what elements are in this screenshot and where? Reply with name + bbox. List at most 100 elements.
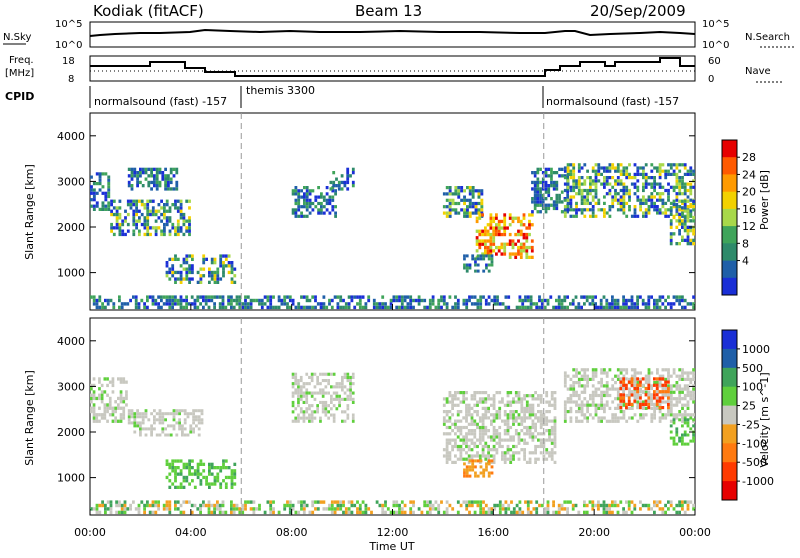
power-cell-region-6	[463, 195, 466, 199]
power-cell-region-1	[165, 199, 169, 203]
power-cell-region-2	[185, 257, 189, 261]
power-cell-region-12	[174, 295, 177, 299]
velocity-cell-region-4	[528, 406, 532, 410]
velocity-cell-region-0	[98, 419, 101, 423]
power-cell-region-11	[692, 219, 695, 223]
power-cell-region-10	[577, 163, 581, 167]
velocity-cell-region-9	[560, 503, 564, 508]
velocity-cell-region-9	[232, 507, 236, 511]
power-cell-region-3	[130, 184, 134, 188]
power-cell-region-1	[138, 232, 141, 237]
velocity-cell-region-3	[351, 400, 355, 404]
power-cell-region-10	[608, 188, 612, 193]
velocity-cell-region-4	[467, 410, 471, 414]
velocity-cell-region-2	[188, 462, 191, 466]
power-cell-region-3	[136, 180, 139, 185]
velocity-cell-region-9	[605, 507, 609, 511]
power-cell-region-12	[109, 298, 113, 303]
power-cell-region-12	[521, 302, 525, 306]
power-cell-region-10	[647, 205, 651, 209]
velocity-cell-region-7	[667, 386, 670, 391]
velocity-cell-region-1	[164, 427, 167, 431]
velocity-cell-region-6	[605, 374, 609, 378]
power-cell-region-10	[569, 195, 573, 199]
velocity-cell-region-7	[658, 396, 662, 400]
velocity-cell-region-2	[210, 482, 214, 486]
velocity-cell-region-4	[525, 425, 529, 430]
velocity-cell-region-4	[465, 435, 468, 439]
power-cell-region-12	[395, 295, 399, 299]
velocity-cell-region-3	[299, 407, 303, 411]
velocity-cell-region-2	[222, 466, 225, 470]
velocity-cell-region-6	[580, 374, 584, 378]
power-cell-region-12	[272, 295, 275, 299]
velocity-cell-region-1	[153, 409, 156, 413]
velocity-cell-region-6	[642, 416, 645, 420]
power-cell-region-10	[611, 185, 615, 189]
velocity-cell-region-9	[647, 507, 651, 511]
velocity-cell-region-9	[123, 510, 127, 515]
power-cell-region-12	[591, 295, 595, 299]
power-cell-region-10	[622, 172, 626, 176]
velocity-cell-region-9	[132, 500, 135, 504]
cpid-label: CPID	[5, 90, 34, 103]
power-cell-region-12	[398, 295, 401, 299]
velocity-cell-region-6	[600, 390, 603, 394]
power-cell-region-12	[347, 302, 351, 306]
velocity-cell-region-4	[492, 432, 496, 436]
power-cell-region-0	[98, 207, 102, 211]
velocity-cell-region-6	[603, 416, 606, 420]
velocity-cell-region-6	[619, 410, 623, 414]
velocity-cell-region-1	[192, 418, 195, 422]
power-cell-region-10	[569, 198, 573, 202]
power-cell-region-1	[126, 222, 130, 227]
power-cell-region-9	[533, 193, 537, 198]
power-cell-region-7	[478, 232, 482, 237]
power-cell-region-1	[135, 209, 138, 213]
power-cell-region-1	[146, 199, 150, 203]
power-cell-region-11	[669, 242, 673, 246]
power-cell-region-2	[199, 274, 203, 278]
velocity-cell-region-6	[692, 413, 695, 417]
power-cell-region-1	[115, 226, 119, 230]
power-colorbar-tick-label-2: 20	[742, 186, 756, 199]
velocity-data-cells	[90, 318, 695, 515]
power-cell-region-10	[692, 172, 695, 176]
velocity-cell-region-9	[207, 500, 211, 504]
power-cell-region-2	[219, 277, 223, 281]
power-cell-region-12	[196, 295, 200, 299]
power-cell-region-12	[112, 302, 116, 306]
velocity-cell-region-4	[487, 451, 490, 455]
velocity-cell-region-6	[600, 371, 603, 375]
velocity-cell-region-0	[114, 400, 117, 404]
velocity-cell-region-0	[95, 416, 99, 420]
power-cell-region-12	[378, 302, 382, 306]
velocity-cell-region-9	[482, 500, 485, 504]
power-cell-region-2	[230, 270, 234, 275]
velocity-cell-region-7	[667, 390, 670, 394]
velocity-cell-region-4	[523, 457, 526, 461]
power-cell-region-1	[174, 199, 177, 203]
velocity-cell-region-9	[126, 507, 130, 511]
power-cell-region-1	[132, 222, 136, 227]
power-cell-region-4	[294, 189, 298, 193]
velocity-cell-region-3	[308, 391, 311, 395]
power-cell-region-12	[423, 305, 427, 310]
velocity-cell-region-4	[445, 438, 449, 442]
power-cell-region-12	[484, 298, 488, 303]
power-cell-region-2	[233, 280, 237, 284]
power-cell-region-10	[605, 166, 609, 170]
power-cell-region-12	[227, 295, 230, 299]
velocity-cell-region-1	[181, 409, 184, 413]
velocity-cell-region-9	[221, 503, 225, 508]
power-cell-region-6	[457, 192, 461, 196]
velocity-cell-region-4	[512, 413, 515, 417]
velocity-cell-region-4	[506, 391, 510, 395]
power-cell-region-1	[132, 209, 136, 213]
power-cell-region-1	[171, 203, 175, 207]
power-cell-region-12	[361, 295, 365, 299]
power-cell-region-9	[541, 200, 545, 204]
velocity-cell-region-3	[297, 404, 300, 408]
velocity-cell-region-3	[297, 419, 300, 423]
power-cell-region-10	[597, 198, 601, 202]
